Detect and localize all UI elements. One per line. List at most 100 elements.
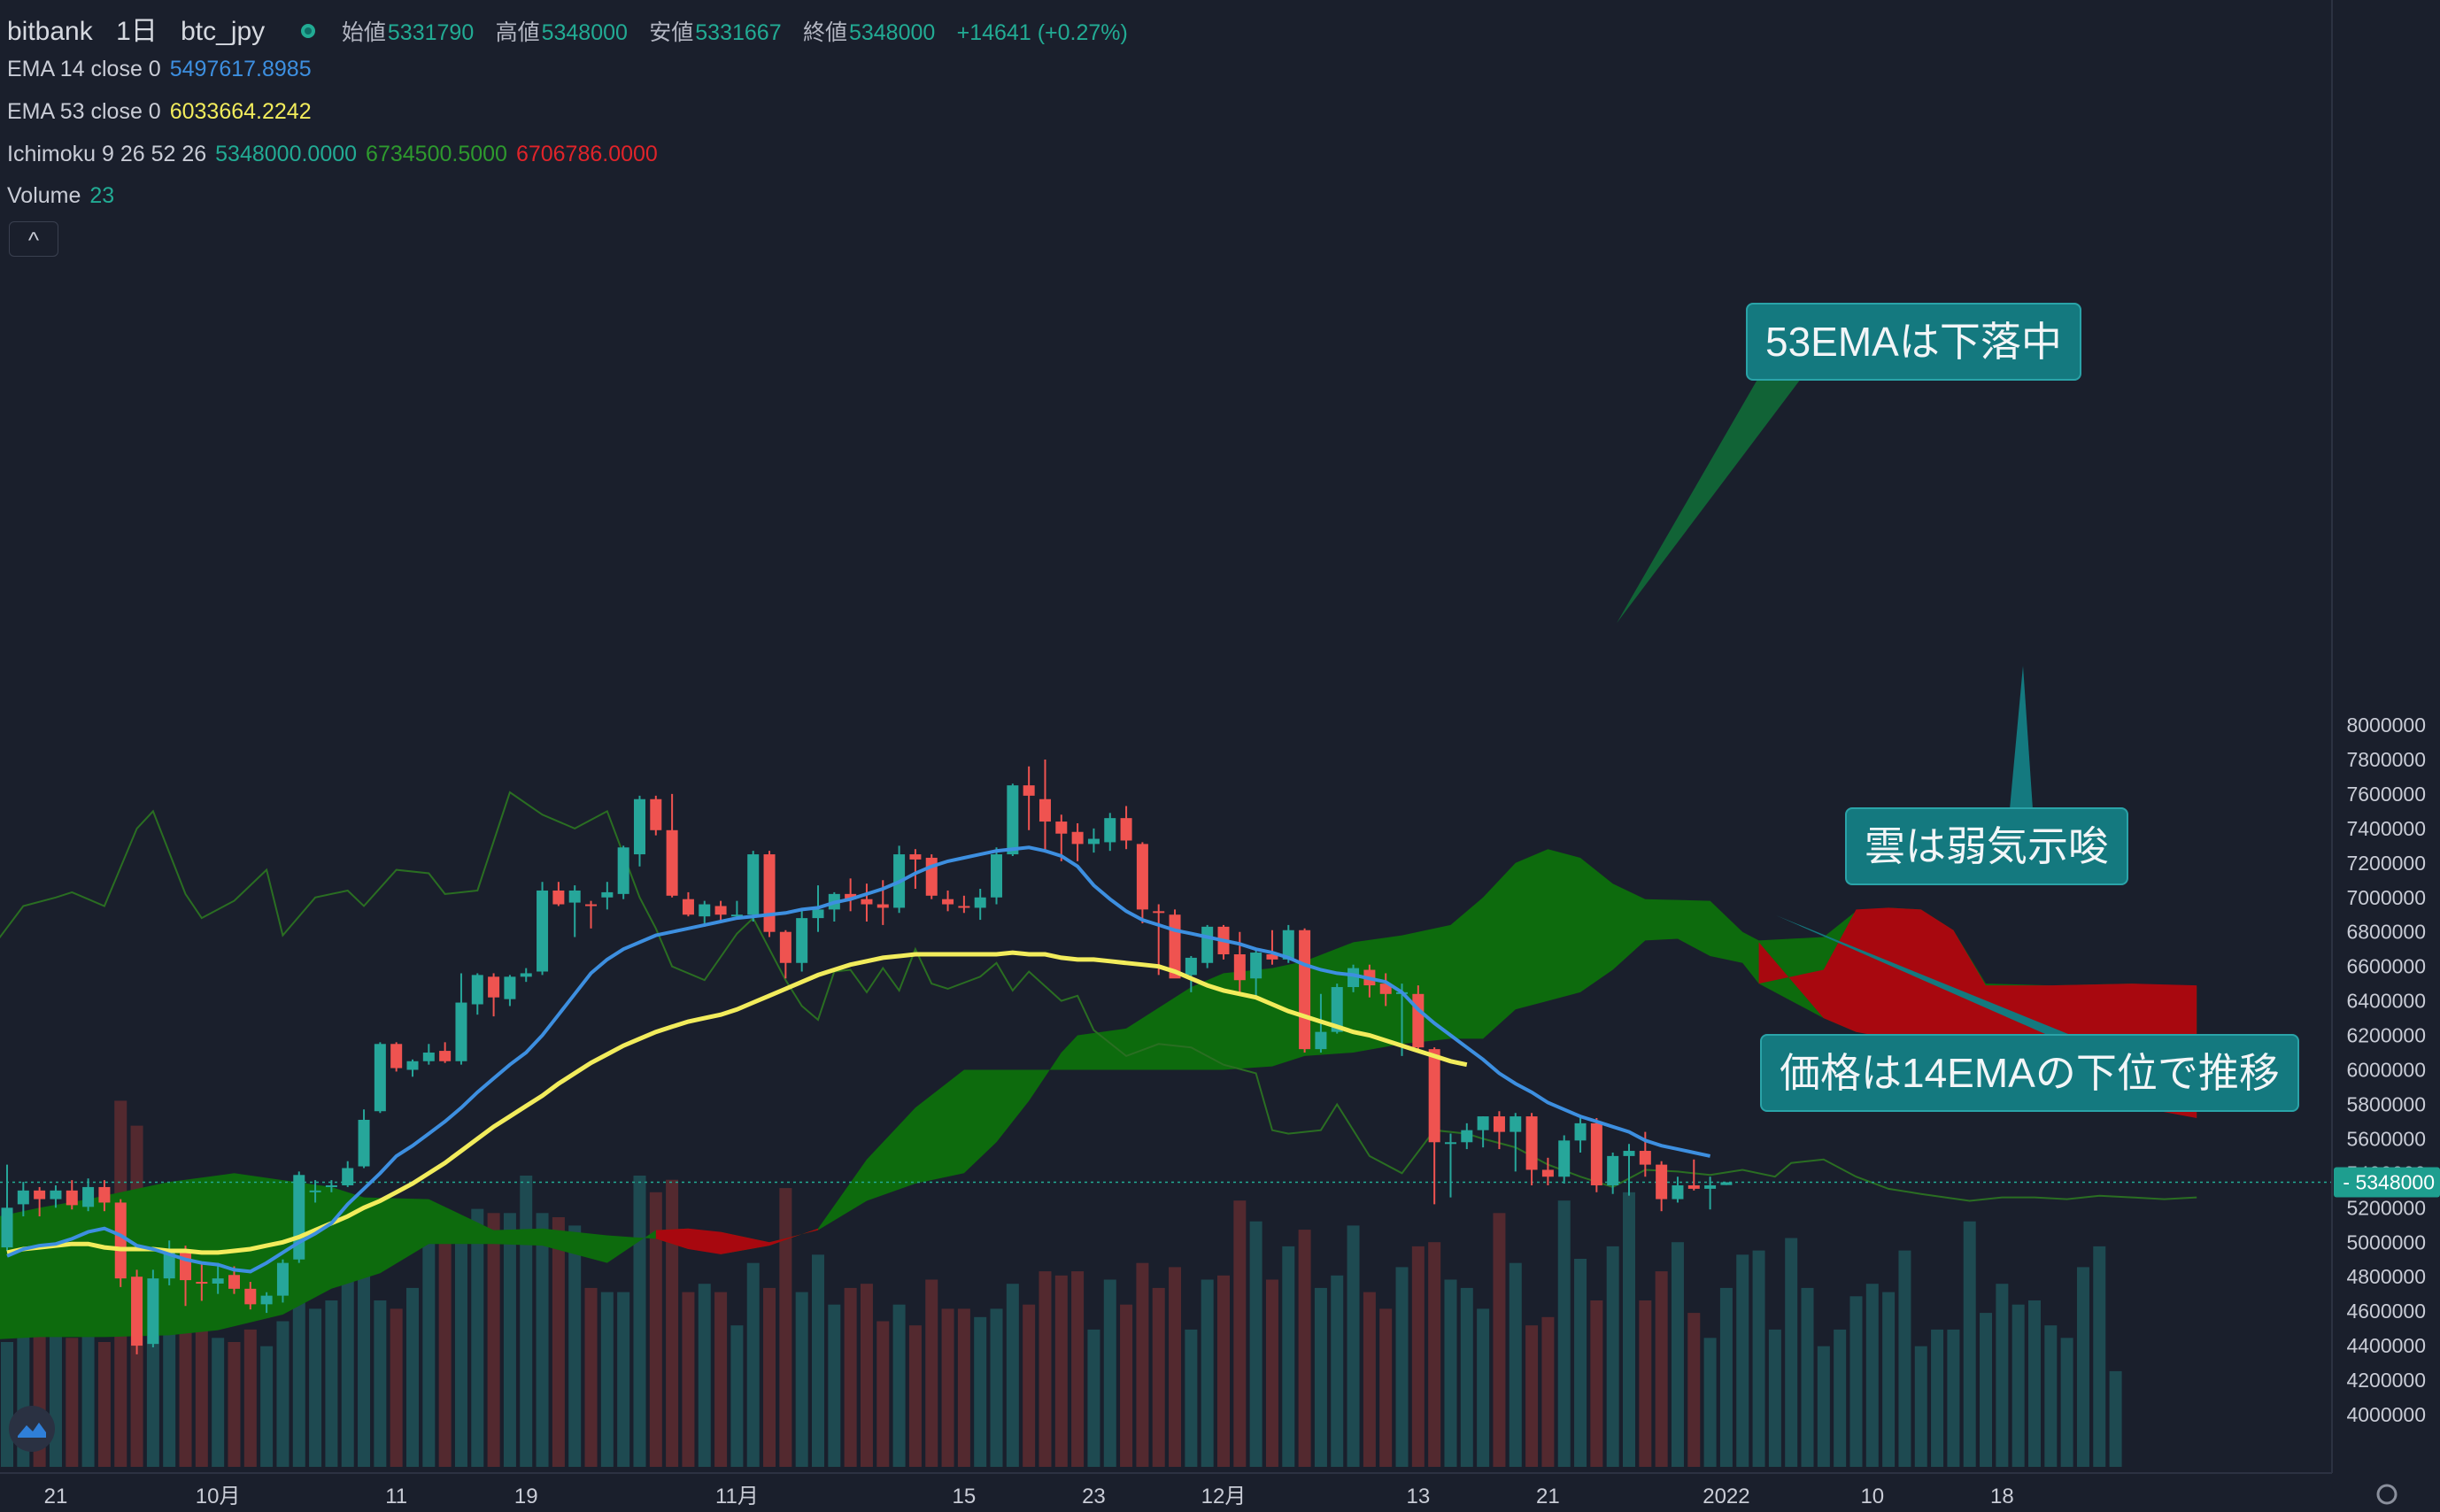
- candle-body: [390, 1044, 403, 1068]
- volume-bar: [309, 1308, 322, 1467]
- collapse-legend-button[interactable]: ^: [9, 221, 58, 257]
- ichimoku-value-3: 6706786.0000: [515, 142, 658, 166]
- tradingview-logo-icon[interactable]: [9, 1406, 55, 1452]
- candle-body: [1331, 987, 1343, 1032]
- candle-body: [617, 847, 629, 894]
- volume-bar: [1509, 1262, 1522, 1467]
- candle-body: [1087, 838, 1100, 845]
- volume-bar: [730, 1325, 744, 1467]
- volume-bar: [1103, 1279, 1116, 1467]
- settings-gear-icon[interactable]: [2376, 1484, 2398, 1505]
- candle-body: [1412, 993, 1425, 1048]
- volume-bar: [584, 1287, 598, 1467]
- candle-body: [699, 904, 711, 917]
- volume-bar: [2028, 1300, 2041, 1467]
- candle-body: [1574, 1122, 1587, 1141]
- candle-body: [180, 1250, 192, 1281]
- volume-bar: [1071, 1271, 1085, 1467]
- candle-body: [358, 1119, 370, 1167]
- volume-bar: [649, 1192, 662, 1467]
- volume-bar: [260, 1346, 274, 1467]
- y-tick-label: 5000000: [2346, 1230, 2426, 1254]
- candle-body: [585, 904, 598, 906]
- exchange-label: bitbank: [7, 17, 93, 46]
- ema53-legend[interactable]: EMA 53 close 0 6033664.2242: [7, 99, 320, 125]
- volume-bar: [633, 1176, 646, 1467]
- candle-body: [1623, 1151, 1635, 1156]
- ichimoku-value-1: 5348000.0000: [215, 142, 358, 166]
- y-tick-label: 4000000: [2346, 1403, 2426, 1426]
- volume-legend[interactable]: Volume 23: [7, 183, 123, 209]
- close-label: 終値: [802, 20, 847, 45]
- candle-body: [1477, 1116, 1489, 1130]
- x-tick-label: 2022: [1703, 1485, 1749, 1508]
- volume-bar: [2060, 1338, 2073, 1467]
- ichimoku-cloud: [0, 849, 2197, 1339]
- x-tick-label: 10月: [196, 1485, 241, 1508]
- candle-body: [796, 918, 808, 963]
- candle-body: [1039, 798, 1051, 822]
- volume-bar: [828, 1304, 841, 1467]
- candle-body: [488, 976, 500, 998]
- candle-body: [1185, 957, 1197, 976]
- volume-bar: [666, 1179, 679, 1467]
- candle-body: [779, 931, 791, 963]
- candle-body: [131, 1277, 143, 1346]
- volume-bar: [536, 1213, 549, 1467]
- volume-bar: [812, 1254, 824, 1467]
- candle-body: [1282, 930, 1294, 960]
- ema53-label: EMA 53 close 0: [7, 99, 161, 124]
- volume-bar: [1087, 1329, 1100, 1467]
- x-tick-label: 13: [1406, 1485, 1430, 1508]
- volume-bar: [66, 1338, 79, 1467]
- candle-body: [1347, 968, 1360, 988]
- volume-bar: [1606, 1246, 1619, 1467]
- symbol-label[interactable]: btc_jpy: [181, 17, 266, 46]
- volume-bar: [1395, 1267, 1409, 1467]
- volume-bar: [1298, 1230, 1311, 1467]
- volume-bar: [406, 1287, 419, 1467]
- volume-bar: [325, 1300, 338, 1467]
- candle-body: [520, 973, 532, 977]
- callout-ema53: 53EMAは下落中: [1746, 303, 2081, 381]
- y-tick-label: 6000000: [2346, 1059, 2426, 1082]
- volume-bar: [1428, 1242, 1441, 1467]
- y-tick-label: 4800000: [2346, 1265, 2426, 1288]
- interval-label[interactable]: 1日: [116, 17, 158, 46]
- volume-bar: [2044, 1325, 2058, 1467]
- candle-body: [66, 1190, 78, 1206]
- volume-bar: [2076, 1267, 2089, 1467]
- volume-bar: [1574, 1259, 1587, 1467]
- ema53-line: [6, 950, 1468, 1255]
- y-tick-label: 7600000: [2346, 783, 2426, 806]
- volume-bar: [1865, 1284, 1879, 1467]
- y-tick-label: 5600000: [2346, 1127, 2426, 1150]
- volume-bar: [568, 1225, 582, 1467]
- candle-body: [17, 1190, 29, 1205]
- candle-body: [633, 798, 645, 855]
- volume-bar: [97, 1342, 111, 1467]
- volume-bar: [1703, 1338, 1717, 1467]
- volume-bar: [990, 1308, 1003, 1467]
- ema14-legend[interactable]: EMA 14 close 0 5497617.8985: [7, 57, 320, 82]
- volume-bar: [779, 1188, 792, 1467]
- candle-body: [406, 1061, 419, 1070]
- y-tick-label: 6400000: [2346, 990, 2426, 1013]
- symbol-ohlc-legend: bitbank 1日 btc_jpy 始値5331790 高値5348000 安…: [7, 9, 1142, 48]
- volume-bar: [195, 1329, 208, 1467]
- volume-bar: [1671, 1242, 1684, 1467]
- y-tick-label: 7200000: [2346, 852, 2426, 875]
- ichimoku-legend[interactable]: Ichimoku 9 26 52 26 5348000.0000 6734500.5…: [7, 142, 667, 167]
- candle-body: [1136, 844, 1148, 910]
- volume-bar: [228, 1342, 241, 1467]
- candle-body: [1250, 953, 1262, 979]
- candle-body: [1, 1207, 13, 1248]
- x-tick-label: 18: [1990, 1485, 2014, 1508]
- candle-body: [1201, 926, 1214, 963]
- candle-body: [455, 1002, 467, 1061]
- candle-body: [714, 906, 727, 915]
- candle-body: [1071, 831, 1084, 845]
- current-price-label: - 5348000: [2343, 1170, 2435, 1193]
- volume-bar: [682, 1292, 695, 1467]
